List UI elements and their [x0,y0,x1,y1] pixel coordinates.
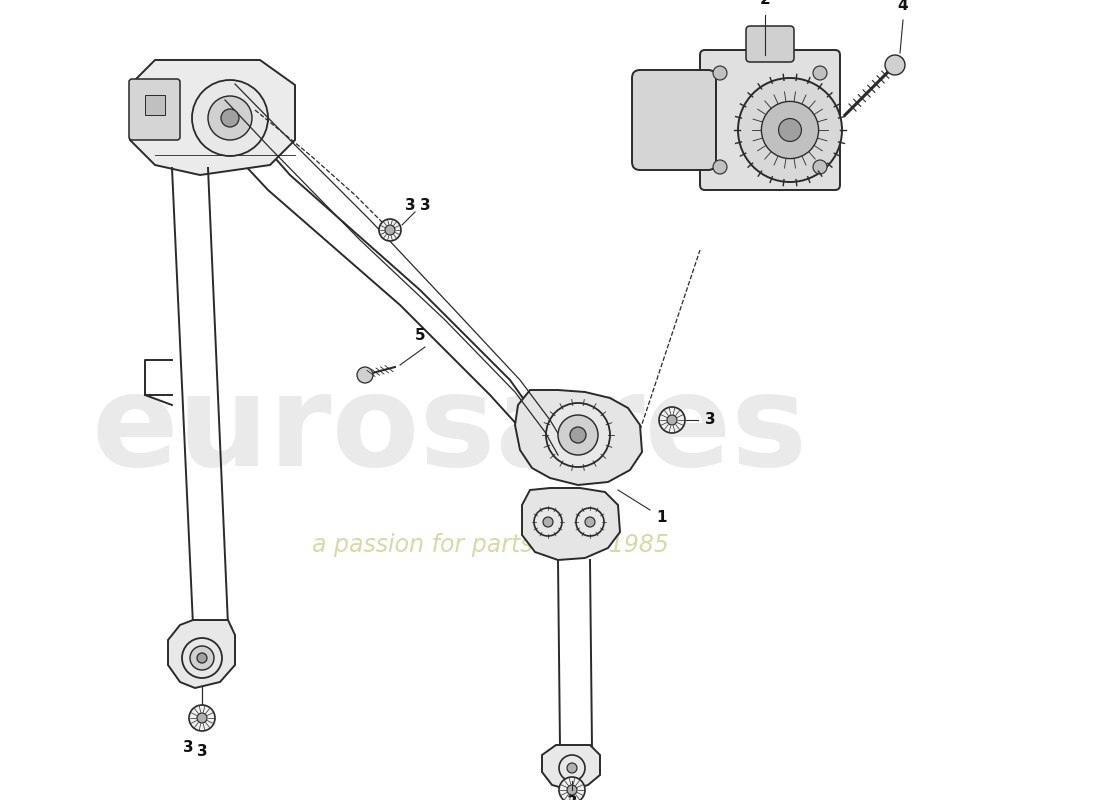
Circle shape [713,66,727,80]
Text: 4: 4 [898,0,909,13]
Circle shape [358,367,373,383]
Circle shape [543,517,553,527]
Circle shape [192,80,268,156]
Circle shape [779,118,802,142]
Text: 1: 1 [657,510,668,526]
Polygon shape [515,390,642,485]
Circle shape [566,763,578,773]
Text: 3: 3 [420,198,430,213]
Circle shape [197,653,207,663]
Polygon shape [522,488,620,560]
Polygon shape [542,745,600,790]
Circle shape [559,777,585,800]
Text: 3: 3 [183,740,194,755]
Circle shape [886,55,905,75]
Circle shape [813,160,827,174]
FancyBboxPatch shape [145,95,165,115]
Circle shape [379,219,401,241]
Circle shape [534,508,562,536]
Circle shape [659,407,685,433]
Text: 3: 3 [197,745,207,759]
Circle shape [576,508,604,536]
Circle shape [189,705,214,731]
FancyBboxPatch shape [700,50,840,190]
Circle shape [385,225,395,235]
Circle shape [221,109,239,127]
Polygon shape [168,620,235,688]
Circle shape [190,646,214,670]
Text: 3: 3 [405,198,416,213]
Circle shape [208,96,252,140]
Circle shape [738,78,842,182]
Circle shape [559,755,585,781]
Circle shape [585,517,595,527]
Polygon shape [130,60,295,175]
FancyBboxPatch shape [129,79,180,140]
Circle shape [558,415,598,455]
Circle shape [761,102,818,158]
Circle shape [546,403,611,467]
Circle shape [566,785,578,795]
FancyBboxPatch shape [632,70,716,170]
Text: 3: 3 [566,795,578,800]
Text: eurosares: eurosares [92,367,808,493]
Circle shape [570,427,586,443]
Text: 2: 2 [760,0,770,7]
FancyBboxPatch shape [746,26,794,62]
Circle shape [667,415,676,425]
Text: a passion for parts since 1985: a passion for parts since 1985 [311,533,669,557]
Circle shape [713,160,727,174]
Text: 3: 3 [705,413,715,427]
Text: 5: 5 [415,327,426,342]
Circle shape [197,713,207,723]
Circle shape [813,66,827,80]
Circle shape [182,638,222,678]
